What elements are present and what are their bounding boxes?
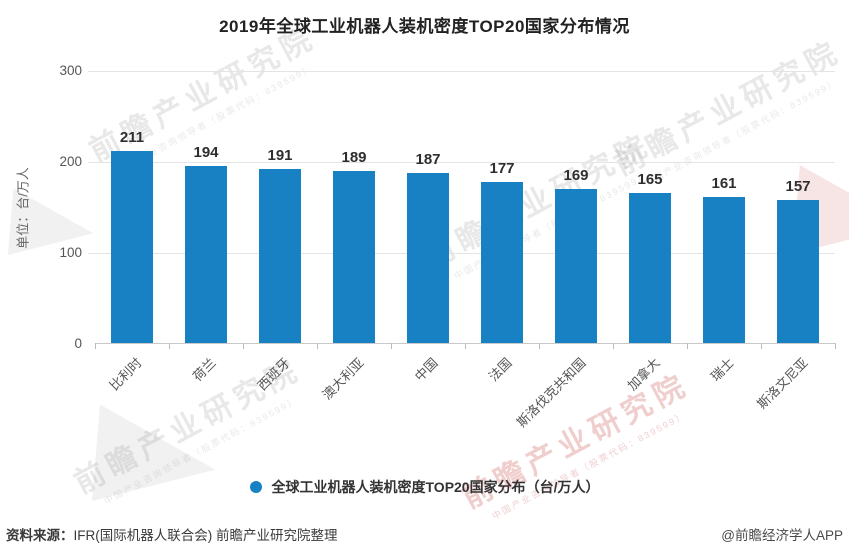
x-axis-label: 荷兰 (189, 355, 219, 385)
bar-group: 161 瑞士 (687, 71, 761, 384)
x-axis-tick (169, 343, 170, 349)
bar-group: 189 澳大利亚 (317, 71, 391, 403)
y-axis-tick-labels: 0 100 200 300 (0, 63, 82, 351)
x-axis-label: 斯洛伐克共和国 (513, 355, 589, 431)
y-axis-tick-label: 100 (59, 245, 82, 260)
x-axis-tick (539, 343, 540, 349)
bar-value-label: 177 (489, 159, 515, 177)
bar-value-label: 211 (119, 129, 145, 146)
y-axis-tick-label: 200 (59, 154, 82, 169)
bar-group: 157 斯洛文尼亚 (754, 71, 835, 412)
watermark-text: 前瞻产业研究院 中国产业咨询领导者（股票代码：839599） (453, 360, 703, 530)
bar-value-label: 189 (341, 149, 367, 167)
source-text: IFR(国际机器人联合会) 前瞻产业研究院整理 (73, 528, 338, 543)
x-axis-tick (687, 343, 688, 349)
credit-note: @前瞻经济学人APP (721, 528, 843, 543)
x-axis-label: 加拿大 (624, 355, 663, 394)
bar-group: 191 西班牙 (243, 71, 317, 393)
x-axis-tick (243, 343, 244, 349)
watermark-sub-text: 中国产业咨询领导者（股票代码：839599） (490, 410, 688, 522)
bar-value-label: 187 (415, 150, 441, 168)
bar-value-label: 191 (267, 147, 293, 165)
bar-group: 187 中国 (391, 71, 465, 384)
bar (185, 166, 227, 343)
bar-group: 165 加拿大 (613, 71, 687, 393)
plot-area: 211 比利时 194 荷兰 191 西班牙 189 澳大利亚 187 中国 177 法国 169 斯洛伐… (88, 71, 836, 430)
x-axis-tick (465, 343, 466, 349)
x-axis-label: 澳大利亚 (319, 355, 367, 403)
gridline (88, 71, 835, 72)
gridline (88, 253, 835, 254)
bar-value-label: 161 (711, 174, 737, 192)
bar (629, 192, 671, 343)
chart-title: 2019年全球工业机器人装机密度TOP20国家分布情况 (219, 17, 630, 36)
bar-value-label: 169 (563, 167, 589, 185)
legend-label: 全球工业机器人装机密度TOP20国家分布（台/万人） (271, 479, 600, 495)
x-axis-tick (613, 343, 614, 349)
x-axis-label: 瑞士 (707, 355, 737, 385)
bar (333, 171, 375, 343)
bar (407, 172, 449, 343)
x-axis-tick (835, 343, 836, 349)
bar (481, 181, 523, 343)
bar-group: 177 法国 (465, 71, 539, 384)
y-axis-tick-label: 300 (59, 63, 82, 78)
source-note: 资料来源：IFR(国际机器人联合会) 前瞻产业研究院整理 (6, 524, 338, 544)
x-axis-label: 中国 (411, 355, 441, 385)
x-axis-label: 西班牙 (254, 355, 293, 394)
x-axis-tick (95, 343, 96, 349)
x-axis-tick (317, 343, 318, 349)
source-label: 资料来源： (6, 528, 74, 543)
bar-value-label: 165 (637, 170, 663, 188)
x-axis-label: 法国 (485, 355, 515, 385)
bar (777, 200, 819, 343)
bar-group: 169 斯洛伐克共和国 (514, 71, 613, 430)
y-axis-tick-label: 0 (74, 336, 82, 351)
footer: 资料来源：IFR(国际机器人联合会) 前瞻产业研究院整理 @前瞻经济学人APP (6, 524, 843, 544)
bar-value-label: 157 (785, 178, 811, 196)
legend-marker-icon (249, 481, 262, 493)
bar-value-label: 194 (193, 144, 219, 162)
bar (555, 189, 597, 343)
x-axis-tick (761, 343, 762, 349)
bar (111, 151, 153, 343)
legend: 全球工业机器人装机密度TOP20国家分布（台/万人） (0, 477, 849, 497)
bar-group: 211 比利时 (95, 71, 169, 393)
bar (259, 169, 301, 343)
watermark-logo-icon (74, 396, 225, 528)
x-axis-label: 比利时 (106, 355, 145, 394)
x-axis-label: 斯洛文尼亚 (754, 355, 811, 412)
bar (703, 196, 745, 343)
x-axis-tick (391, 343, 392, 349)
bar-group: 194 荷兰 (169, 71, 243, 384)
gridline (88, 162, 835, 163)
